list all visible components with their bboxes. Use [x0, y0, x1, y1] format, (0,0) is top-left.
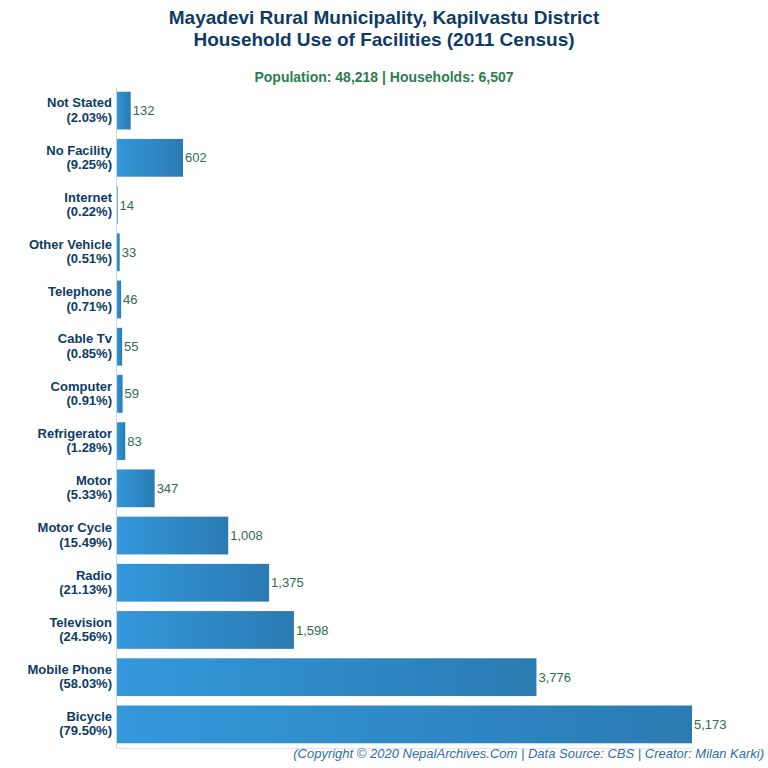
tick-label: Other Vehicle(0.51%) [29, 237, 112, 266]
category-sublabel: (0.71%) [66, 299, 112, 314]
category-label: Telephone [48, 284, 112, 299]
title-group: Mayadevi Rural Municipality, Kapilvastu … [169, 7, 600, 50]
data-label: 1,598 [296, 623, 329, 638]
bar [116, 611, 294, 649]
tick-label: Radio(21.13%) [59, 568, 112, 597]
category-label: Other Vehicle [29, 237, 112, 252]
category-label: Motor Cycle [38, 520, 112, 535]
tick: Other Vehicle(0.51%) [29, 237, 116, 266]
tick-label: Cable Tv(0.85%) [58, 331, 113, 360]
data-label: 14 [120, 198, 134, 213]
data-label: 132 [133, 103, 155, 118]
category-label: Computer [51, 379, 112, 394]
y-axis: Not Stated(2.03%) No Facility(9.25%) Inter… [28, 88, 117, 749]
bar [116, 92, 131, 130]
tick: Not Stated(2.03%) [47, 95, 116, 124]
tick: Radio(21.13%) [59, 568, 116, 597]
tick: Motor Cycle(15.49%) [38, 520, 116, 549]
category-sublabel: (58.03%) [59, 676, 112, 691]
tick: Internet(0.22%) [64, 190, 116, 219]
title: Mayadevi Rural Municipality, Kapilvastu … [169, 7, 600, 28]
category-sublabel: (9.25%) [66, 157, 112, 172]
bars [116, 92, 692, 744]
data-label: 602 [185, 150, 207, 165]
bar [116, 422, 125, 460]
category-sublabel: (5.33%) [66, 487, 112, 502]
bar [116, 469, 155, 507]
category-label: Television [49, 615, 112, 630]
axis-line [116, 88, 117, 749]
category-label: Not Stated [47, 95, 112, 110]
category-sublabel: (0.85%) [66, 346, 112, 361]
tick-label: Bicycle(79.50%) [59, 709, 112, 738]
data-label: 83 [127, 434, 141, 449]
category-label: Mobile Phone [28, 662, 113, 677]
tick-label: Motor Cycle(15.49%) [38, 520, 112, 549]
data-label: 46 [123, 292, 137, 307]
category-sublabel: (2.03%) [66, 110, 112, 125]
tick: No Facility(9.25%) [46, 143, 116, 172]
category-label: Internet [64, 190, 112, 205]
category-sublabel: (21.13%) [59, 582, 112, 597]
data-label: 5,173 [694, 717, 727, 732]
chart: Mayadevi Rural Municipality, Kapilvastu … [0, 0, 768, 768]
tick: Bicycle(79.50%) [59, 709, 116, 738]
bar [116, 658, 536, 696]
tick-label: Internet(0.22%) [64, 190, 112, 219]
tick-label: No Facility(9.25%) [46, 143, 113, 172]
tick-label: Telephone(0.71%) [48, 284, 112, 313]
tick: Mobile Phone(58.03%) [28, 662, 117, 691]
category-sublabel: (1.28%) [66, 440, 112, 455]
category-sublabel: (0.51%) [66, 251, 112, 266]
bar [116, 706, 692, 744]
category-label: Motor [76, 473, 112, 488]
tick: Television(24.56%) [49, 615, 116, 644]
source-note: (Copyright © 2020 NepalArchives.Com | Da… [293, 746, 764, 761]
category-label: Cable Tv [58, 331, 113, 346]
data-label: 1,375 [271, 575, 304, 590]
bar [116, 517, 228, 555]
category-sublabel: (0.91%) [66, 393, 112, 408]
title: Household Use of Facilities (2011 Census… [193, 29, 574, 50]
data-label: 59 [125, 386, 139, 401]
tick-label: Mobile Phone(58.03%) [28, 662, 113, 691]
data-label: 33 [122, 245, 136, 260]
tick: Computer(0.91%) [51, 379, 116, 408]
category-sublabel: (24.56%) [59, 629, 112, 644]
tick-label: Refrigerator(1.28%) [38, 426, 112, 455]
category-sublabel: (0.22%) [66, 204, 112, 219]
data-label: 3,776 [538, 670, 571, 685]
tick: Refrigerator(1.28%) [38, 426, 116, 455]
tick-label: Computer(0.91%) [51, 379, 112, 408]
category-label: Radio [76, 568, 112, 583]
category-label: No Facility [46, 143, 113, 158]
tick-label: Television(24.56%) [49, 615, 112, 644]
tick: Motor(5.33%) [66, 473, 116, 502]
subtitle: Population: 48,218 | Households: 6,507 [254, 69, 513, 85]
category-label: Bicycle [66, 709, 112, 724]
tick-label: Motor(5.33%) [66, 473, 112, 502]
bar [116, 139, 183, 177]
category-sublabel: (79.50%) [59, 723, 112, 738]
category-sublabel: (15.49%) [59, 535, 112, 550]
data-label: 55 [124, 339, 138, 354]
data-labels: 132 602 14 33 46 55 59 83 347 1,008 1,375 1,598 3,77… [120, 103, 727, 732]
data-label: 347 [157, 481, 179, 496]
tick-label: Not Stated(2.03%) [47, 95, 112, 124]
category-label: Refrigerator [38, 426, 112, 441]
tick: Cable Tv(0.85%) [58, 331, 116, 360]
data-label: 1,008 [230, 528, 263, 543]
bar [116, 564, 269, 602]
tick: Telephone(0.71%) [48, 284, 116, 313]
